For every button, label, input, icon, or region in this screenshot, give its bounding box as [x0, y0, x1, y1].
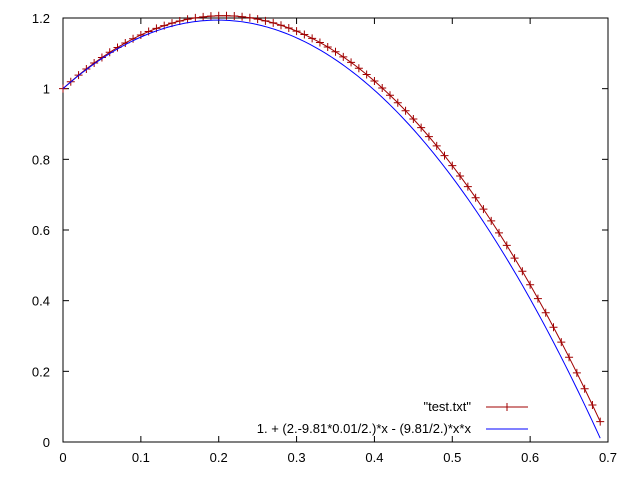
y-tick-label: 1	[43, 82, 50, 97]
x-tick-label: 0	[59, 450, 66, 465]
data-point-marker	[183, 15, 192, 24]
data-point-marker	[409, 114, 418, 123]
y-tick-label: 0.4	[32, 294, 50, 309]
data-point-marker	[199, 12, 208, 21]
data-point-marker	[471, 193, 480, 202]
data-point-marker	[245, 13, 254, 22]
data-point-marker	[238, 12, 247, 21]
x-tick-label: 0.5	[443, 450, 461, 465]
data-point-marker	[596, 417, 605, 426]
data-point-marker	[557, 338, 566, 347]
data-point-marker	[549, 323, 558, 332]
data-point-marker	[97, 53, 106, 62]
series-function-line	[62, 19, 601, 439]
data-point-marker	[432, 141, 441, 150]
data-point-marker	[308, 34, 317, 43]
y-tick-label: 0.2	[32, 364, 50, 379]
x-tick-label: 0.2	[210, 450, 228, 465]
data-point-marker	[448, 161, 457, 170]
data-point-marker	[354, 64, 363, 73]
y-tick-label: 0	[43, 435, 50, 450]
data-point-marker	[230, 12, 239, 21]
data-point-marker	[386, 91, 394, 100]
data-point-marker	[331, 47, 340, 56]
data-point-marker	[580, 384, 589, 393]
x-tick-label: 0.1	[132, 450, 150, 465]
data-point-marker	[533, 294, 542, 303]
data-point-marker	[424, 132, 433, 141]
data-point-marker	[261, 16, 270, 25]
legend-marker-test-txt	[503, 403, 511, 411]
x-tick-label: 0.4	[365, 450, 383, 465]
data-point-marker	[565, 353, 574, 362]
x-tick-label: 0.7	[599, 450, 617, 465]
data-point-marker	[502, 241, 511, 250]
data-point-marker	[284, 23, 293, 32]
legend: "test.txt" 1. + (2.-9.81*0.01/2.)*x - (9.…	[257, 399, 528, 436]
data-point-marker	[541, 308, 550, 317]
data-point-marker	[463, 182, 472, 191]
data-point-marker	[487, 216, 496, 225]
data-point-marker	[292, 27, 301, 36]
data-point-marker	[136, 30, 145, 39]
axes: 0 0.1 0.2 0.3 0.4 0.5 0.6 0.7 0 0.2 0.4 0.6 0.8 1 1.2	[32, 11, 617, 465]
series-layer	[59, 11, 605, 439]
data-point-marker	[378, 83, 387, 92]
data-point-marker	[191, 13, 200, 22]
data-point-marker	[339, 52, 348, 61]
legend-label-function: 1. + (2.-9.81*0.01/2.)*x - (9.81/2.)*x*x	[257, 421, 472, 436]
data-point-marker	[90, 59, 99, 68]
data-point-marker	[495, 228, 503, 237]
x-tick-label: 0.3	[288, 450, 306, 465]
data-point-marker	[510, 254, 519, 263]
data-point-marker	[417, 123, 426, 132]
series-test-txt-line	[62, 15, 601, 422]
data-point-marker	[315, 38, 324, 47]
data-point-marker	[588, 401, 597, 410]
data-point-marker	[456, 171, 465, 180]
data-point-marker	[300, 30, 309, 39]
data-point-marker	[206, 12, 215, 21]
y-tick-label: 1.2	[32, 11, 50, 26]
data-point-marker	[526, 280, 535, 289]
x-tick-label: 0.6	[521, 450, 539, 465]
data-point-marker	[323, 42, 332, 51]
plot-border	[62, 17, 609, 443]
data-point-marker	[401, 106, 410, 115]
data-point-marker	[393, 98, 402, 107]
data-point-marker	[253, 15, 262, 24]
data-point-marker	[572, 368, 581, 377]
data-point-marker	[370, 77, 379, 86]
legend-label-test-txt: "test.txt"	[423, 399, 471, 414]
data-point-marker	[222, 11, 231, 20]
data-point-marker	[129, 34, 138, 43]
y-tick-label: 0.8	[32, 152, 50, 167]
y-tick-label: 0.6	[32, 223, 50, 238]
data-point-marker	[175, 17, 184, 26]
data-point-marker	[214, 11, 223, 20]
data-point-marker	[277, 21, 285, 30]
data-point-marker	[269, 18, 278, 27]
data-point-marker	[440, 151, 449, 160]
data-point-marker	[518, 267, 527, 276]
data-point-marker	[347, 58, 356, 67]
data-point-marker	[479, 205, 488, 214]
data-point-marker	[362, 70, 371, 79]
